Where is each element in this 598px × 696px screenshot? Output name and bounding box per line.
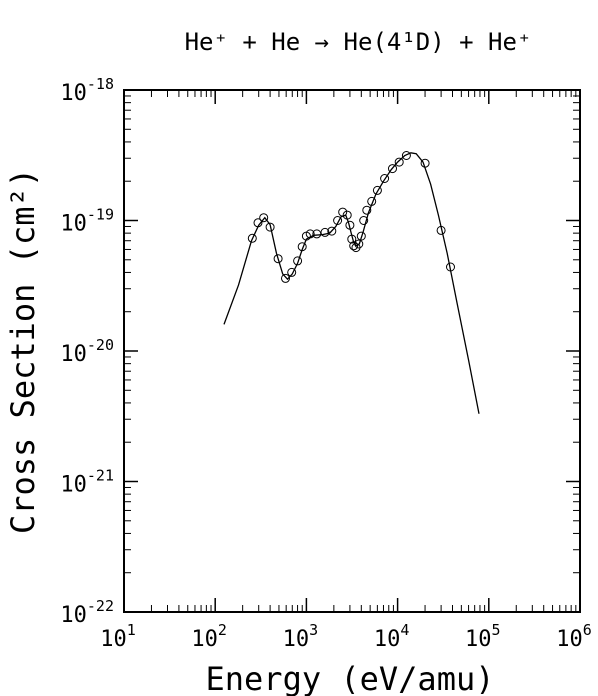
fit-curve — [223, 152, 480, 414]
chart-title: He⁺ + He → He(4¹D) + He⁺ — [185, 28, 532, 56]
data-point — [394, 157, 404, 167]
data-point — [327, 226, 337, 236]
data-point — [362, 205, 372, 215]
data-point — [342, 210, 352, 220]
data-point — [356, 231, 366, 241]
y-tick-label: 10-19 — [60, 206, 114, 237]
x-axis-label: Energy (eV/amu) — [206, 660, 495, 696]
y-tick-labels: 10-22 10-21 10-20 10-19 10-18 — [60, 75, 114, 628]
y-tick-label: 10-21 — [60, 467, 114, 498]
data-point — [265, 222, 275, 232]
x-minor-ticks — [150, 90, 577, 612]
data-point — [338, 207, 348, 217]
data-point — [359, 216, 369, 225]
data-point — [372, 185, 382, 195]
data-point — [259, 213, 269, 223]
data-point — [380, 174, 390, 183]
data-points — [247, 151, 455, 283]
data-point — [293, 256, 303, 266]
x-tick-label: 106 — [556, 621, 592, 652]
data-point — [247, 233, 257, 243]
x-tick-label: 102 — [191, 621, 227, 652]
data-point — [273, 254, 283, 264]
x-tick-label: 105 — [465, 621, 501, 652]
x-major-ticks — [123, 90, 581, 612]
data-point — [367, 196, 377, 206]
data-point — [297, 242, 307, 252]
plot-frame — [123, 89, 581, 613]
data-point — [349, 241, 359, 251]
y-major-ticks — [124, 89, 580, 613]
data-point — [345, 220, 355, 230]
data-point — [287, 267, 297, 277]
y-tick-label: 10-22 — [60, 597, 114, 628]
data-point — [388, 164, 397, 174]
data-point — [420, 158, 430, 168]
x-tick-label: 103 — [283, 621, 319, 652]
data-point — [401, 151, 411, 160]
data-point — [446, 262, 455, 272]
x-tick-labels: 101 102 103 104 105 106 — [100, 621, 592, 652]
y-tick-label: 10-20 — [60, 336, 114, 367]
data-point — [320, 227, 330, 237]
x-tick-label: 101 — [100, 621, 136, 652]
y-axis-label: Cross Section (cm²) — [4, 168, 42, 534]
x-tick-label: 104 — [374, 621, 410, 652]
data-point — [347, 234, 357, 244]
data-point — [354, 239, 364, 249]
data-point — [281, 273, 290, 283]
y-minor-ticks — [124, 95, 580, 574]
data-point — [305, 229, 315, 239]
data-point — [253, 218, 263, 228]
y-tick-label: 10-18 — [60, 75, 114, 106]
data-point — [436, 225, 446, 235]
data-point — [333, 216, 343, 225]
